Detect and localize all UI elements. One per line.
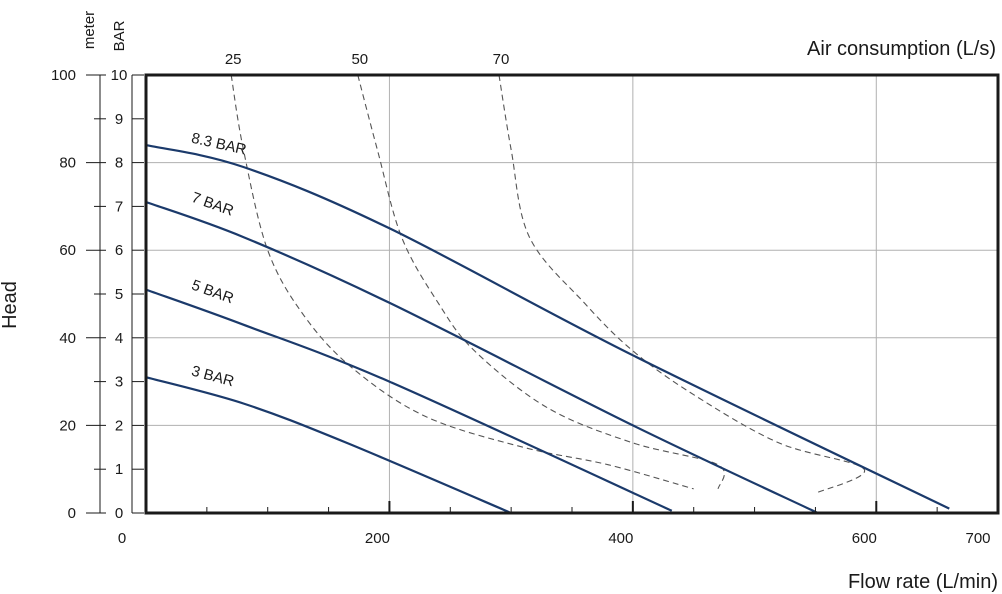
- pressure-curve: [145, 144, 950, 510]
- grid-lines: [146, 75, 998, 513]
- meter-tick-label: 20: [59, 417, 76, 434]
- bar-tick-label: 7: [115, 198, 123, 215]
- pressure-curve-label: 7 BAR: [189, 189, 236, 220]
- pressure-curve-label: 3 BAR: [190, 363, 236, 391]
- y-axis-title: Head: [0, 281, 21, 329]
- meter-unit-label: meter: [81, 11, 98, 49]
- bar-tick-label: 0: [115, 505, 123, 522]
- x-tick-label: 600: [852, 530, 877, 547]
- air-curve-label: 50: [351, 51, 368, 68]
- x-tick-label: 0: [118, 530, 126, 547]
- meter-tick-label: 40: [59, 330, 76, 347]
- pressure-curve: [145, 200, 819, 514]
- bar-tick-label: 9: [115, 111, 123, 128]
- bar-tick-label: 2: [115, 417, 123, 434]
- air-curve-70: [498, 74, 865, 494]
- bar-tick-label: 6: [115, 242, 123, 259]
- top-axis-title: Air consumption (L/s): [807, 38, 996, 60]
- pressure-curve-label: 5 BAR: [189, 277, 236, 308]
- bar-tick-label: 4: [115, 330, 123, 347]
- labels: Flow rate (L/min) Air consumption (L/s) …: [0, 11, 998, 593]
- meter-tick-label: 100: [51, 67, 76, 84]
- pressure-curve: [145, 376, 512, 515]
- bar-tick-label: 3: [115, 374, 123, 391]
- x-axis-title: Flow rate (L/min): [848, 571, 998, 593]
- meter-tick-label: 80: [59, 155, 76, 172]
- x-tick-label: 200: [365, 530, 390, 547]
- plot-frame: [144, 73, 1000, 515]
- bar-tick-label: 5: [115, 286, 123, 303]
- bar-unit-label: BAR: [111, 20, 128, 51]
- pressure-curve: [145, 288, 673, 512]
- air-curve-label: 25: [225, 51, 242, 68]
- bar-tick-label: 10: [111, 67, 128, 84]
- x-tick-label: 700: [965, 530, 990, 547]
- air-curve-50: [357, 74, 725, 490]
- x-tick-label: 400: [608, 530, 633, 547]
- meter-tick-label: 0: [68, 505, 76, 522]
- air-curve-label: 70: [493, 51, 510, 68]
- air-curve-25: [230, 74, 694, 490]
- bar-tick-label: 1: [115, 461, 123, 478]
- meter-tick-label: 60: [59, 242, 76, 259]
- bar-tick-label: 8: [115, 155, 123, 172]
